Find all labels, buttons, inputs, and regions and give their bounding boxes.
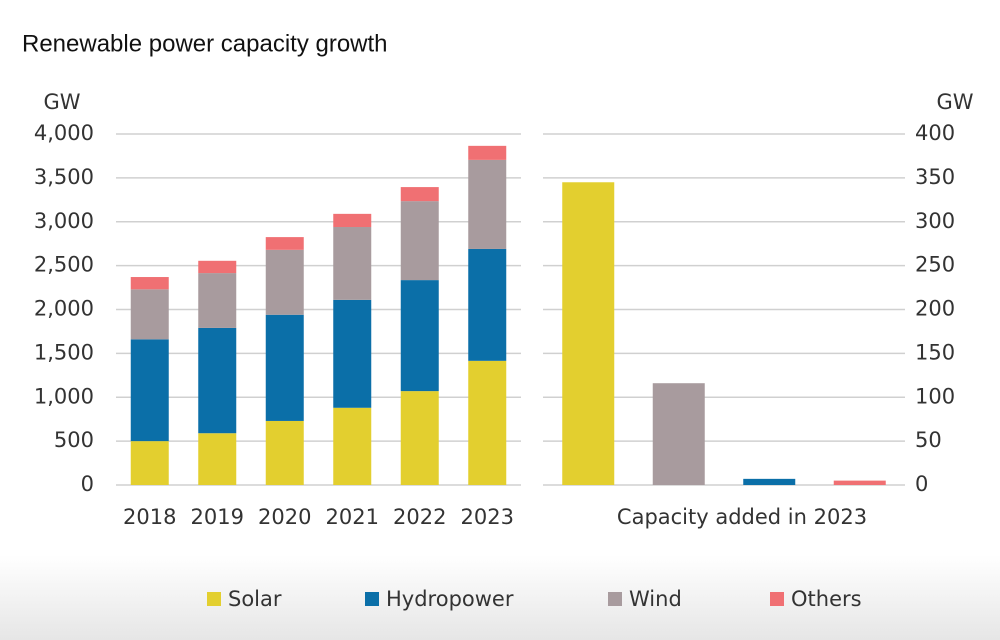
- y-tick-label: 1,500: [34, 340, 94, 364]
- bar-segment: [130, 289, 169, 340]
- legend-swatch: [608, 592, 622, 606]
- bar-segment: [468, 360, 507, 485]
- y2-tick-label: 200: [915, 297, 955, 321]
- y-tick-label: 2,500: [34, 253, 94, 277]
- bar-segment: [198, 260, 237, 274]
- y-tick-label: 3,500: [34, 165, 94, 189]
- bar-segment: [130, 277, 169, 290]
- y2-tick-label: 150: [915, 340, 955, 364]
- y-tick-label: 1,000: [34, 384, 94, 408]
- x-tick-label: 2018: [123, 505, 176, 529]
- legend-swatch: [207, 592, 221, 606]
- bar: [652, 383, 705, 485]
- bar-segment: [468, 248, 507, 361]
- x-tick-label: 2021: [326, 505, 379, 529]
- bar-segment: [400, 280, 439, 392]
- bar-segment: [333, 299, 372, 408]
- x-axis-label: Capacity added in 2023: [617, 505, 867, 529]
- bar-segment: [265, 249, 304, 315]
- bar-segment: [400, 391, 439, 485]
- bar-segment: [265, 420, 304, 485]
- bar-segment: [468, 145, 507, 160]
- bar-segment: [333, 213, 372, 228]
- bar-segment: [130, 339, 169, 442]
- bar: [743, 478, 796, 485]
- bar-segment: [468, 159, 507, 249]
- x-tick-label: 2022: [393, 505, 446, 529]
- x-tick-label: 2020: [258, 505, 311, 529]
- bar-segment: [265, 237, 304, 250]
- x-tick-label: 2019: [191, 505, 244, 529]
- y-tick-label: 500: [54, 428, 94, 452]
- y2-tick-label: 50: [915, 428, 942, 452]
- bar-segment: [130, 441, 169, 485]
- y-tick-label: 2,000: [34, 297, 94, 321]
- y-tick-label: 4,000: [34, 121, 94, 145]
- y-tick-label: 3,000: [34, 209, 94, 233]
- y2-tick-label: 400: [915, 121, 955, 145]
- y2-tick-label: 0: [915, 472, 928, 496]
- legend-label: Wind: [629, 587, 682, 611]
- legend-swatch: [770, 592, 784, 606]
- legend-swatch: [365, 592, 379, 606]
- bar-segment: [198, 327, 237, 434]
- bar-segment: [198, 433, 237, 485]
- y2-tick-label: 350: [915, 165, 955, 189]
- legend-label: Solar: [228, 587, 282, 611]
- y-axis-label: GW: [43, 90, 80, 114]
- y2-tick-label: 300: [915, 209, 955, 233]
- bar: [833, 480, 886, 485]
- legend-label: Others: [791, 587, 862, 611]
- y2-tick-label: 250: [915, 253, 955, 277]
- y2-axis-label: GW: [936, 90, 973, 114]
- bar-segment: [400, 187, 439, 202]
- legend-label: Hydropower: [386, 587, 514, 611]
- y2-tick-label: 100: [915, 384, 955, 408]
- bar-segment: [400, 201, 439, 281]
- bar-segment: [198, 273, 237, 328]
- bar-segment: [333, 227, 372, 300]
- legend-background: [0, 555, 1000, 640]
- y-tick-label: 0: [81, 472, 94, 496]
- bar: [562, 182, 615, 485]
- bar-segment: [333, 407, 372, 485]
- chart-title: Renewable power capacity growth: [22, 30, 388, 57]
- x-tick-label: 2023: [461, 505, 514, 529]
- bar-segment: [265, 314, 304, 421]
